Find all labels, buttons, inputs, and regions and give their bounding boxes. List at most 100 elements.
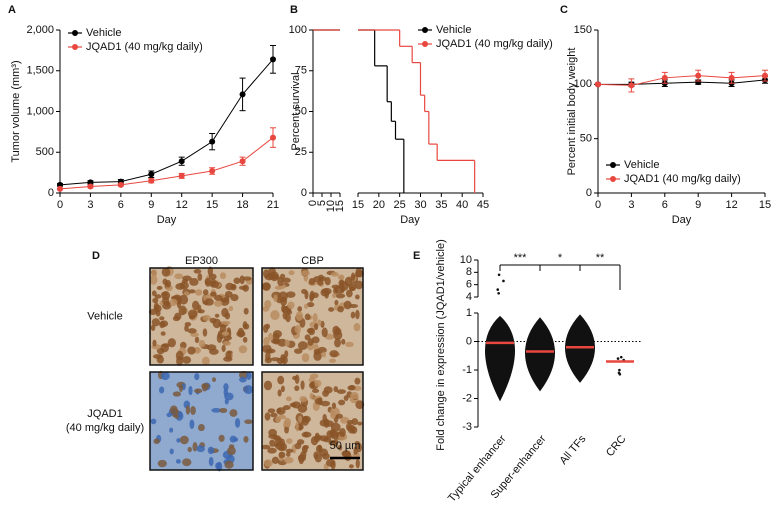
nucleus xyxy=(283,456,294,464)
nucleus xyxy=(178,305,187,316)
point xyxy=(728,74,735,81)
nucleus xyxy=(174,273,184,280)
nucleus xyxy=(337,444,343,451)
nucleus xyxy=(313,351,322,361)
nucleus xyxy=(153,438,160,445)
nucleus xyxy=(269,439,276,447)
point xyxy=(239,91,246,98)
nucleus xyxy=(156,355,164,364)
nucleus xyxy=(190,332,199,338)
micrograph xyxy=(149,370,254,472)
nucleus xyxy=(187,309,198,318)
y-axis-label: Tumor volume (mm³) xyxy=(10,60,22,162)
point xyxy=(496,288,500,291)
nucleus xyxy=(270,412,278,418)
nucleus xyxy=(276,357,284,365)
nucleus xyxy=(211,408,221,413)
nucleus xyxy=(174,312,182,320)
nucleus xyxy=(184,325,189,332)
nucleus xyxy=(321,327,328,338)
nucleus xyxy=(301,288,308,295)
panel-letter: A xyxy=(8,4,16,16)
nucleus xyxy=(263,336,270,346)
nucleus xyxy=(219,407,228,414)
x-tick-label: 15 xyxy=(759,199,771,211)
point xyxy=(497,292,500,295)
nucleus xyxy=(242,276,252,281)
nucleus xyxy=(294,385,300,392)
nucleus xyxy=(310,381,315,388)
x-tick-label: 5 xyxy=(316,200,328,206)
legend-label: Vehicle xyxy=(436,24,471,36)
x-tick-label: 9 xyxy=(695,199,701,211)
point xyxy=(628,82,635,89)
y-tick-label: 0 xyxy=(466,335,472,347)
nucleus xyxy=(318,277,324,282)
nucleus xyxy=(272,338,281,345)
nucleus xyxy=(204,298,214,306)
y-tick-label: -3 xyxy=(462,421,472,433)
nucleus xyxy=(304,303,309,309)
nucleus xyxy=(151,290,157,297)
nucleus xyxy=(355,442,363,453)
nucleus xyxy=(213,294,223,301)
point xyxy=(497,273,501,277)
micrograph xyxy=(261,267,364,366)
nucleus xyxy=(228,305,234,312)
nucleus xyxy=(183,291,190,296)
point xyxy=(87,183,94,190)
x-tick-label: 20 xyxy=(373,199,385,211)
nucleus xyxy=(350,272,356,281)
nucleus xyxy=(261,444,271,450)
nucleus xyxy=(159,386,165,394)
nucleus xyxy=(192,300,200,311)
nucleus xyxy=(229,409,238,417)
nucleus xyxy=(264,300,272,309)
nucleus xyxy=(160,331,166,336)
nucleus xyxy=(238,345,248,354)
nucleus xyxy=(313,379,322,387)
nucleus xyxy=(272,435,281,441)
x-tick-label: 12 xyxy=(725,199,737,211)
nucleus xyxy=(322,452,330,460)
nucleus xyxy=(320,400,331,407)
nucleus xyxy=(277,276,284,287)
nucleus xyxy=(304,313,311,321)
nucleus xyxy=(281,304,286,313)
nucleus xyxy=(189,289,196,294)
nucleus xyxy=(355,400,365,410)
nucleus xyxy=(338,399,346,406)
row-label: (40 mg/kg daily) xyxy=(66,422,144,434)
nucleus xyxy=(197,309,205,314)
nucleus xyxy=(229,435,237,443)
x-tick-label: 9 xyxy=(148,199,154,211)
y-tick-label: 75 xyxy=(295,65,307,77)
point xyxy=(270,56,276,63)
x-tick-label: 0 xyxy=(57,199,63,211)
nucleus xyxy=(161,291,168,297)
nucleus xyxy=(187,446,192,453)
nucleus xyxy=(264,459,273,467)
nucleus xyxy=(330,422,341,432)
nucleus xyxy=(350,311,356,319)
nucleus xyxy=(243,435,249,443)
nucleus xyxy=(339,281,349,291)
nucleus xyxy=(265,348,276,354)
point xyxy=(178,158,185,165)
nucleus xyxy=(343,300,352,310)
nucleus xyxy=(283,417,292,428)
significance-label: *** xyxy=(514,252,528,264)
y-tick-label: 4 xyxy=(466,291,472,303)
nucleus xyxy=(194,289,203,296)
row-label: Vehicle xyxy=(87,310,122,322)
nucleus xyxy=(238,371,249,379)
x-tick-label: 40 xyxy=(456,199,468,211)
nucleus xyxy=(277,375,285,385)
nucleus xyxy=(156,285,163,291)
nucleus xyxy=(202,289,209,296)
legend-label: JQAD1 (40 mg/kg daily) xyxy=(436,38,553,50)
nucleus xyxy=(221,344,226,353)
nucleus xyxy=(296,439,305,445)
y-axis-label: Percent survival xyxy=(290,72,302,150)
nucleus xyxy=(165,279,172,288)
